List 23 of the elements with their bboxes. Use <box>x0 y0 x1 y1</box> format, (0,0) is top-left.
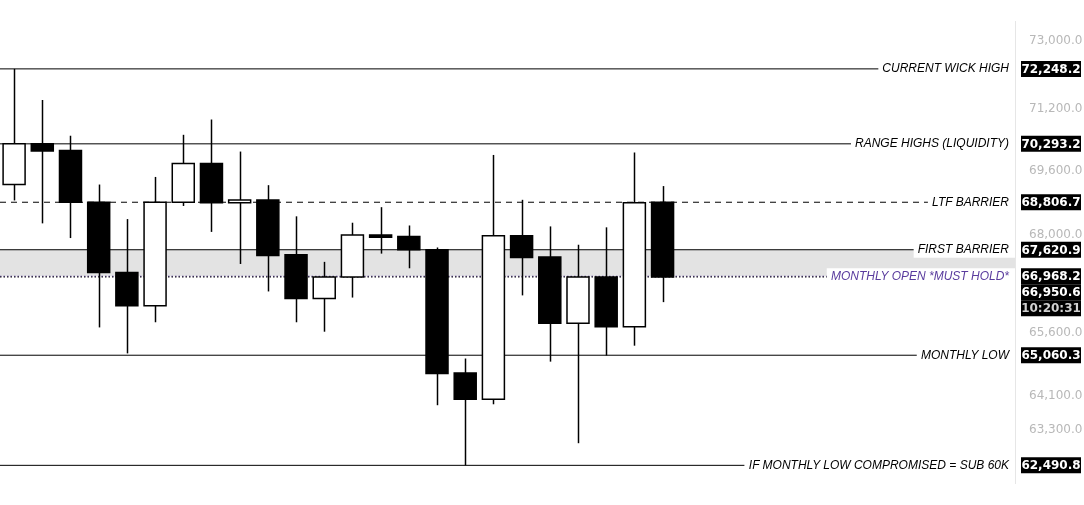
text: 62,490.8 <box>1021 458 1081 473</box>
ref-line-label: RANGE HIGHS (LIQUIDITY) <box>854 136 1009 151</box>
y-tick-label: 63,300.0 <box>1029 422 1083 437</box>
y-tick-label: 68,000.0 <box>1029 226 1083 241</box>
ref-line-label: MONTHLY OPEN *MUST HOLD* <box>830 268 1010 283</box>
text: 65,060.3 <box>1021 348 1081 363</box>
ref-line-label: MONTHLY LOW <box>920 347 1011 362</box>
y-tick-label: 73,000.0 <box>1029 32 1083 47</box>
ref-line-label: IF MONTHLY LOW COMPROMISED = SUB 60K <box>748 457 1010 472</box>
y-tick-label: 65,600.0 <box>1029 324 1083 339</box>
text: 68,806.7 <box>1021 195 1081 210</box>
y-tick-label: 64,100.0 <box>1029 387 1083 402</box>
text: 67,620.9 <box>1021 242 1081 257</box>
text: 72,248.2 <box>1021 62 1081 77</box>
ref-line-label: FIRST BARRIER <box>917 242 1010 257</box>
y-tick-label: 69,600.0 <box>1029 163 1083 178</box>
text: 66,968.2 <box>1021 269 1081 284</box>
text: 10:20:31 <box>1021 301 1081 316</box>
ref-line-label: LTF BARRIER <box>932 194 1010 209</box>
text: 70,293.2 <box>1021 136 1081 151</box>
text: 66,950.6 <box>1021 285 1081 300</box>
y-tick-label: 71,200.0 <box>1029 100 1083 115</box>
ref-line-label: CURRENT WICK HIGH <box>882 61 1010 76</box>
